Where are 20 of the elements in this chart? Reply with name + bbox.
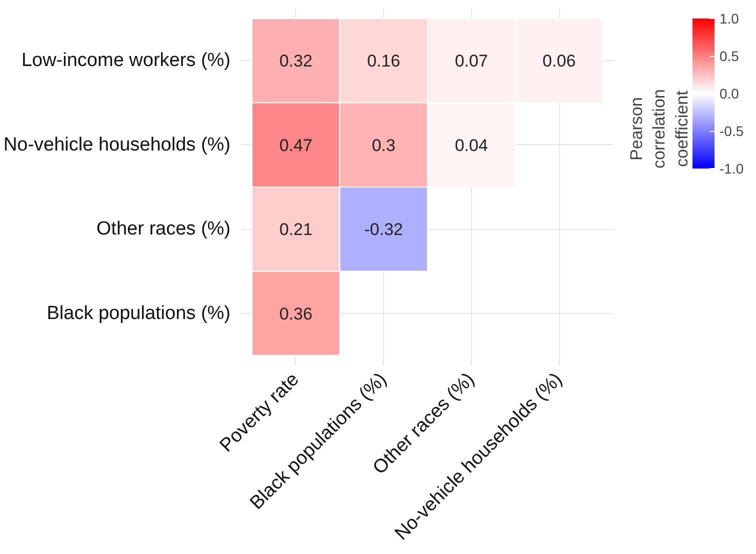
data-label: 0.32 — [279, 52, 312, 71]
y-tick-label: No-vehicle households (%) — [3, 134, 231, 156]
color-bar-label: 0.5 — [720, 48, 740, 64]
y-tick-label: Black populations (%) — [46, 302, 231, 324]
data-label: 0.21 — [279, 220, 312, 240]
color-bar-label: -1.0 — [720, 160, 744, 176]
data-label: 0.47 — [279, 136, 312, 155]
color-bar-label: -0.5 — [720, 123, 744, 139]
data-label: -0.32 — [364, 220, 404, 240]
y-tick-label: Low-income workers (%) — [21, 50, 230, 72]
data-label: 0.16 — [367, 52, 400, 71]
color-bar-label: 1.0 — [720, 10, 740, 26]
data-label: 0.07 — [454, 52, 488, 71]
data-label: 0.3 — [372, 136, 396, 155]
data-label: 0.06 — [542, 52, 576, 71]
color-bar-label: 0.0 — [720, 86, 740, 102]
data-label: 0.36 — [279, 304, 312, 324]
data-label: 0.04 — [454, 136, 488, 155]
color-bar-title: Pearson correlation coefficient — [626, 89, 692, 168]
y-tick-label: Other races (%) — [96, 218, 231, 240]
